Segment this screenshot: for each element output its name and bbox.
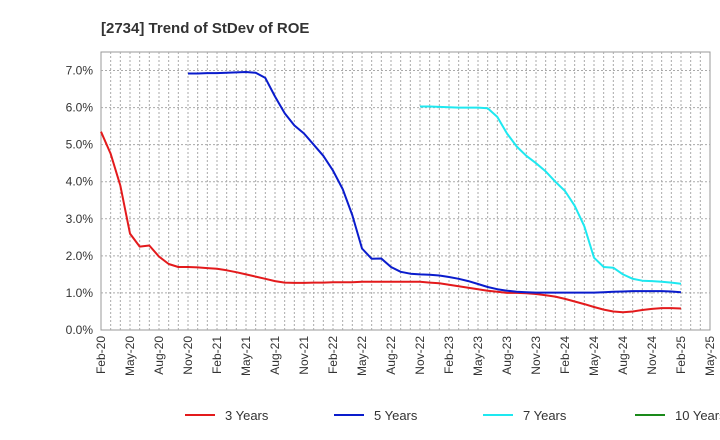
x-tick-label: Feb-22 [326,336,340,374]
x-tick-label: Feb-20 [94,336,108,374]
legend-label: 3 Years [225,408,269,423]
x-tick-label: Feb-24 [558,336,572,374]
x-tick-label: May-20 [123,336,137,376]
y-tick-label: 1.0% [66,286,94,300]
y-tick-label: 4.0% [66,175,94,189]
y-tick-label: 6.0% [66,101,94,115]
x-tick-label: Aug-22 [384,336,398,375]
x-tick-label: May-25 [703,336,717,376]
x-tick-label: Aug-21 [268,336,282,375]
series-line-7-years [420,105,682,285]
x-tick-label: May-21 [239,336,253,376]
x-tick-label: May-23 [471,336,485,376]
x-tick-label: Feb-23 [442,336,456,374]
legend-label: 5 Years [374,408,418,423]
y-axis: 0.0% 1.0% 2.0% 3.0% 4.0% 5.0% 6.0% 7.0% [66,64,94,337]
y-tick-label: 7.0% [66,64,94,78]
x-tick-label: Aug-20 [152,336,166,375]
y-tick-label: 5.0% [66,138,94,152]
grid [101,52,710,330]
legend-label: 7 Years [523,408,567,423]
x-tick-label: Nov-20 [181,336,195,375]
x-tick-label: May-22 [355,336,369,376]
plot-area [100,51,711,331]
x-axis: Feb-20 May-20 Aug-20 Nov-20 Feb-21 May-21 Aug-… [94,336,717,376]
x-tick-label: Aug-23 [500,336,514,375]
legend: 3 Years 5 Years 7 Years 10 Years [185,408,720,423]
x-tick-label: May-24 [587,336,601,376]
x-tick-label: Feb-21 [210,336,224,374]
chart-title: [2734] Trend of StDev of ROE [101,20,309,37]
y-tick-label: 3.0% [66,212,94,226]
y-tick-label: 2.0% [66,249,94,263]
series-line-5-years [188,71,682,294]
legend-label: 10 Years [675,408,720,423]
series-line-3-years [100,131,682,314]
x-tick-label: Feb-25 [674,336,688,374]
x-tick-label: Nov-21 [297,336,311,375]
y-tick-label: 0.0% [66,323,94,337]
series-lines [100,71,682,314]
x-tick-label: Nov-22 [413,336,427,375]
x-tick-label: Nov-23 [529,336,543,375]
x-tick-label: Nov-24 [645,336,659,375]
x-tick-label: Aug-24 [616,336,630,375]
